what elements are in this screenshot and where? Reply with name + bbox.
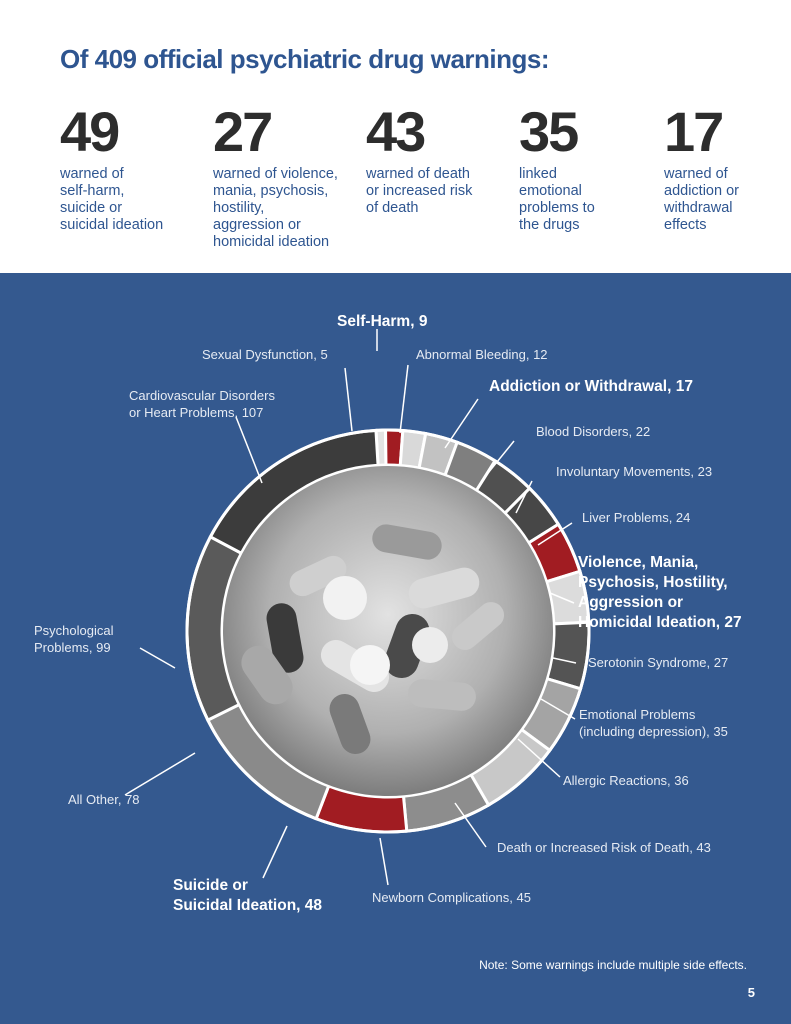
donut-outline bbox=[185, 428, 591, 834]
leader-line bbox=[399, 364, 409, 434]
stat-value: 27 bbox=[213, 100, 273, 163]
stat-value: 43 bbox=[366, 100, 426, 163]
leader-line bbox=[537, 522, 573, 546]
stat-emotional: 35 linked emotional problems to the drug… bbox=[519, 100, 669, 234]
label-allergic-reactions: Allergic Reactions, 36 bbox=[563, 773, 689, 788]
label-suicide-ideation: Suicide or Suicidal Ideation, 48 bbox=[173, 877, 323, 914]
stat-self-harm: 49 warned of self-harm, suicide or suici… bbox=[60, 100, 210, 234]
stat-description: warned of self-harm, suicide or suicidal… bbox=[60, 166, 164, 233]
leader-line bbox=[262, 825, 288, 879]
label-emotional-problems: Emotional Problems (including depression… bbox=[579, 707, 728, 739]
leader-line bbox=[124, 752, 196, 796]
leader-line bbox=[344, 367, 353, 432]
stat-addiction: 17 warned of addiction or withdrawal eff… bbox=[664, 100, 791, 234]
label-all-other: All Other, 78 bbox=[68, 792, 140, 807]
pills-photo bbox=[223, 466, 553, 796]
label-newborn-complications: Newborn Complications, 45 bbox=[372, 890, 531, 905]
label-sexual-dysfunction: Sexual Dysfunction, 5 bbox=[202, 347, 328, 362]
stat-description: warned of addiction or withdrawal effect… bbox=[664, 166, 739, 233]
label-self-harm: Self-Harm, 9 bbox=[337, 313, 428, 330]
label-serotonin-syndrome: Serotonin Syndrome, 27 bbox=[588, 655, 729, 670]
stat-violence: 27 warned of violence, mania, psychosis,… bbox=[213, 100, 363, 251]
leader-line bbox=[379, 837, 389, 886]
leader-line bbox=[139, 647, 176, 669]
leader-line bbox=[515, 480, 533, 514]
leader-line bbox=[483, 440, 515, 479]
stat-death: 43 warned of death or increased risk of … bbox=[366, 100, 516, 217]
leader-line bbox=[552, 657, 577, 664]
stat-value: 35 bbox=[519, 100, 579, 163]
label-death-risk: Death or Increased Risk of Death, 43 bbox=[497, 840, 711, 855]
label-liver-problems: Liver Problems, 24 bbox=[582, 510, 691, 525]
stat-description: warned of violence, mania, psychosis, ho… bbox=[213, 166, 338, 250]
label-blood-disorders: Blood Disorders, 22 bbox=[536, 424, 651, 439]
stat-description: warned of death or increased risk of dea… bbox=[366, 166, 473, 216]
leader-line bbox=[444, 398, 479, 449]
leader-line bbox=[235, 416, 263, 484]
label-violence-mania: Violence, Mania, Psychosis, Hostility, A… bbox=[578, 554, 742, 631]
leader-line bbox=[454, 802, 487, 848]
page-number: 5 bbox=[747, 985, 755, 1000]
leader-line bbox=[549, 592, 575, 604]
page-headline: Of 409 official psychiatric drug warning… bbox=[60, 44, 550, 74]
stat-description: linked emotional problems to the drugs bbox=[519, 166, 595, 233]
label-abnormal-bleeding: Abnormal Bleeding, 12 bbox=[416, 347, 548, 362]
donut-chart bbox=[124, 329, 591, 886]
label-addiction-withdrawal: Addiction or Withdrawal, 17 bbox=[489, 378, 693, 395]
label-psychological-problems: Psychological Problems, 99 bbox=[34, 623, 114, 655]
label-involuntary-movements: Involuntary Movements, 23 bbox=[556, 464, 713, 479]
stat-value: 49 bbox=[60, 100, 120, 163]
label-cardiovascular: Cardiovascular Disorders or Heart Proble… bbox=[129, 388, 275, 420]
stat-value: 17 bbox=[664, 100, 724, 163]
chart-panel: Self-Harm, 9 Sexual Dysfunction, 5 Abnor… bbox=[0, 273, 791, 1024]
leader-line bbox=[517, 738, 561, 778]
leader-line bbox=[540, 698, 576, 720]
footnote: Note: Some warnings include multiple sid… bbox=[479, 958, 747, 972]
